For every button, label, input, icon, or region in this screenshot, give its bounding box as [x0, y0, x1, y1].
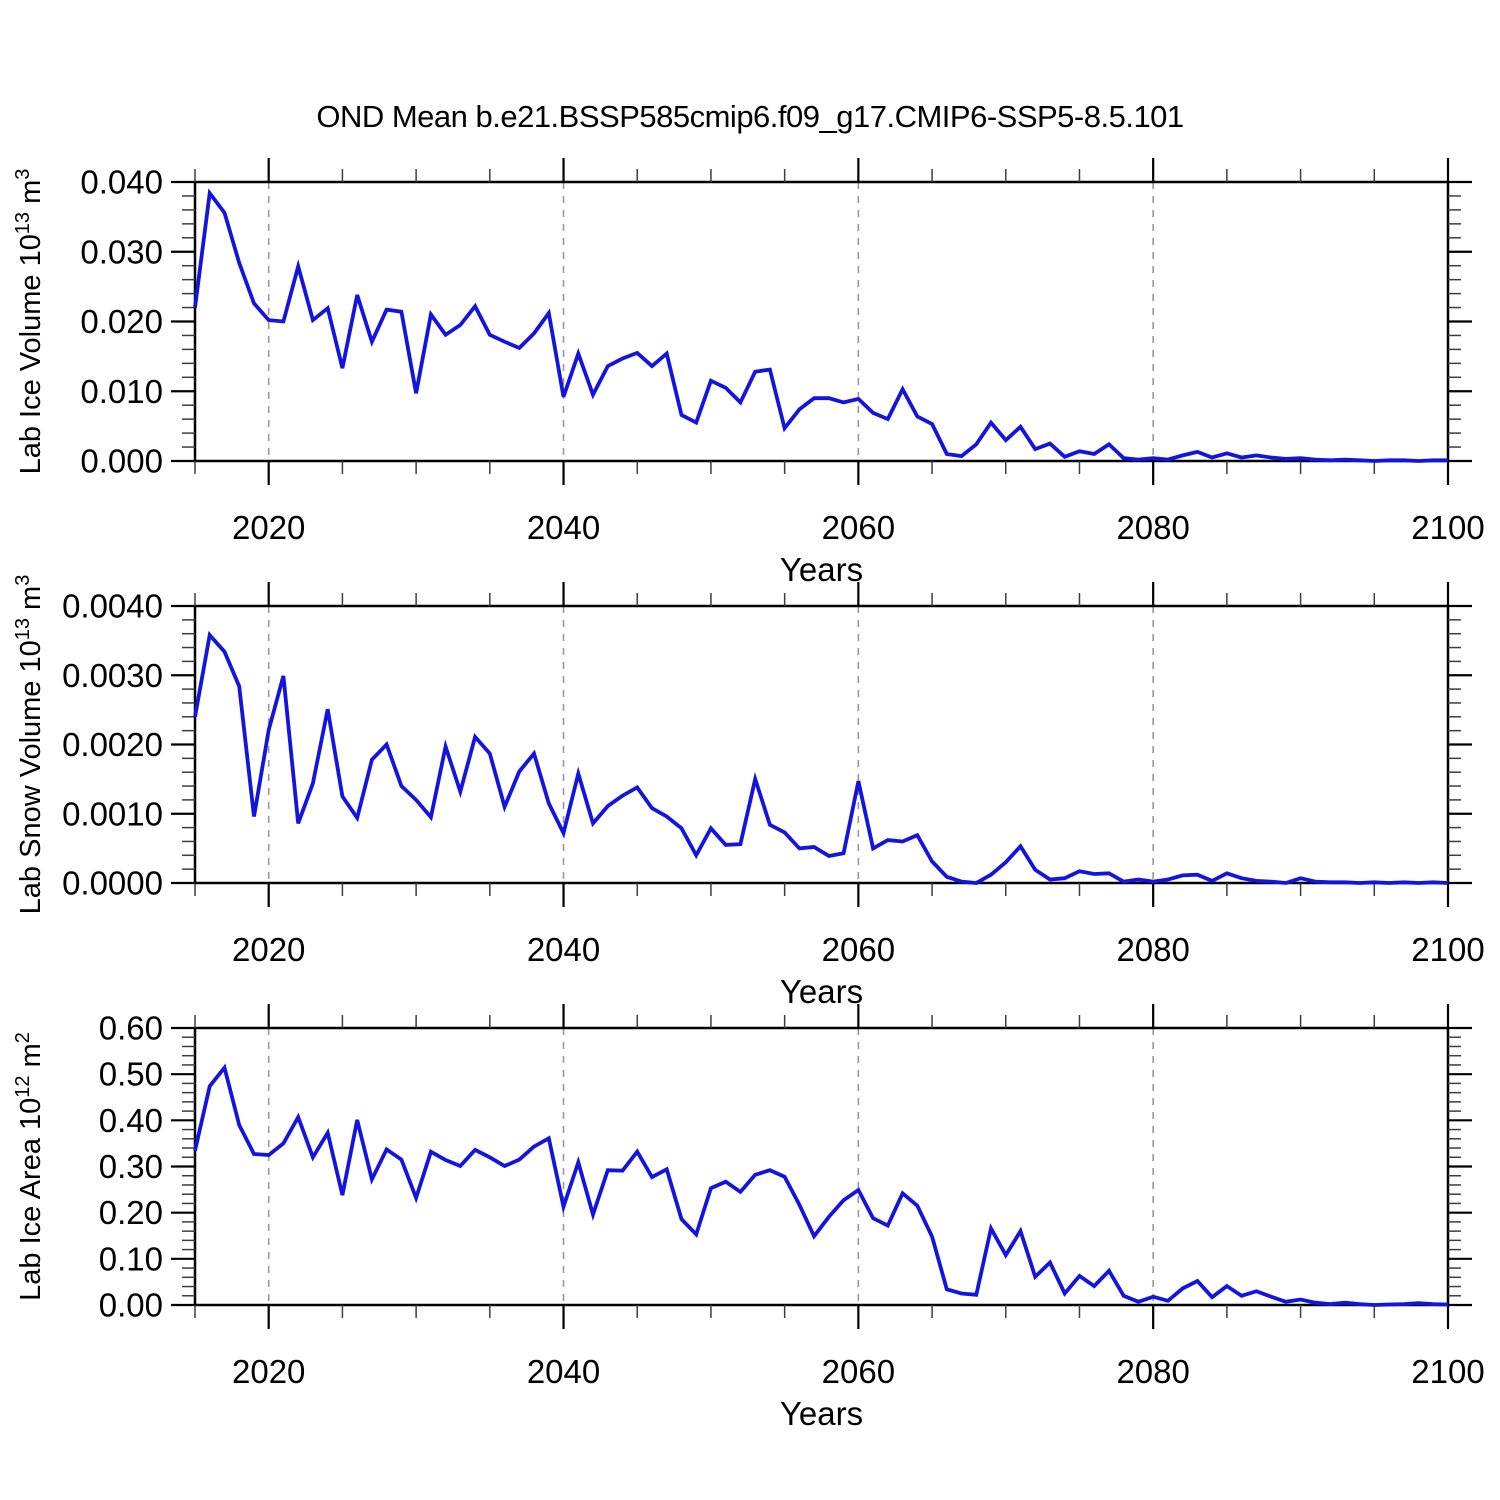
x-tick-label: 2020: [232, 1353, 305, 1390]
x-axis-title: Years: [780, 1395, 863, 1432]
y-tick-label: 0.50: [99, 1056, 163, 1093]
y-tick-label: 0.30: [99, 1148, 163, 1185]
x-axis-title: Years: [780, 551, 863, 588]
x-tick-label: 2020: [232, 509, 305, 546]
x-tick-label: 2060: [822, 1353, 895, 1390]
x-tick-label: 2080: [1116, 1353, 1189, 1390]
plot-frame: [193, 1026, 1450, 1307]
x-tick-label: 2040: [527, 509, 600, 546]
y-tick-label: 0.0040: [62, 588, 163, 625]
x-tick-label: 2100: [1411, 931, 1484, 968]
y-tick-label: 0.030: [80, 233, 163, 270]
y-tick-label: 0.010: [80, 373, 163, 410]
x-tick-label: 2080: [1116, 931, 1189, 968]
y-tick-label: 0.040: [80, 164, 163, 201]
y-tick-label: 0.40: [99, 1102, 163, 1139]
y-tick-label: 0.20: [99, 1194, 163, 1231]
y-tick-label: 0.0030: [62, 657, 163, 694]
y-axis-title: Lab Ice Volume 1013 m3: [12, 169, 47, 475]
x-tick-label: 2040: [527, 931, 600, 968]
y-axis-title: Lab Ice Area 1012 m2: [12, 1032, 47, 1301]
data-line: [193, 188, 1448, 463]
x-tick-label: 2100: [1411, 509, 1484, 546]
y-tick-label: 0.020: [80, 303, 163, 340]
x-tick-label: 2020: [232, 931, 305, 968]
x-axis-title: Years: [780, 973, 863, 1010]
plot-frame: [193, 604, 1450, 885]
y-tick-label: 0.00: [99, 1287, 163, 1324]
panel-3: 0.00 0.10 0.20 0.30 0.40 0.50 0.60 2020 2040 2060…: [12, 1004, 1485, 1432]
y-tick-label: 0.60: [99, 1010, 163, 1047]
y-tick-label: 0.10: [99, 1240, 163, 1277]
x-tick-label: 2040: [527, 1353, 600, 1390]
figure-title: OND Mean b.e21.BSSP585cmip6.f09_g17.CMIP…: [316, 99, 1184, 134]
panel-1: 0.000 0.010 0.020 0.030 0.040 2020 2040 2060 208…: [12, 158, 1485, 588]
x-tick-label: 2060: [822, 509, 895, 546]
x-tick-label: 2060: [822, 931, 895, 968]
y-tick-label: 0.0000: [62, 865, 163, 902]
x-tick-label: 2080: [1116, 509, 1189, 546]
data-line: [193, 630, 1449, 885]
y-tick-label: 0.0010: [62, 795, 163, 832]
y-tick-label: 0.000: [80, 443, 163, 480]
x-tick-label: 2100: [1411, 1353, 1484, 1390]
data-line: [193, 1063, 1449, 1307]
panel-2: 0.0000 0.0010 0.0020 0.0030 0.0040 2020 2040 20…: [12, 575, 1485, 1010]
y-axis-title: Lab Snow Volume 1013 m3: [12, 575, 47, 915]
y-tick-label: 0.0020: [62, 726, 163, 763]
